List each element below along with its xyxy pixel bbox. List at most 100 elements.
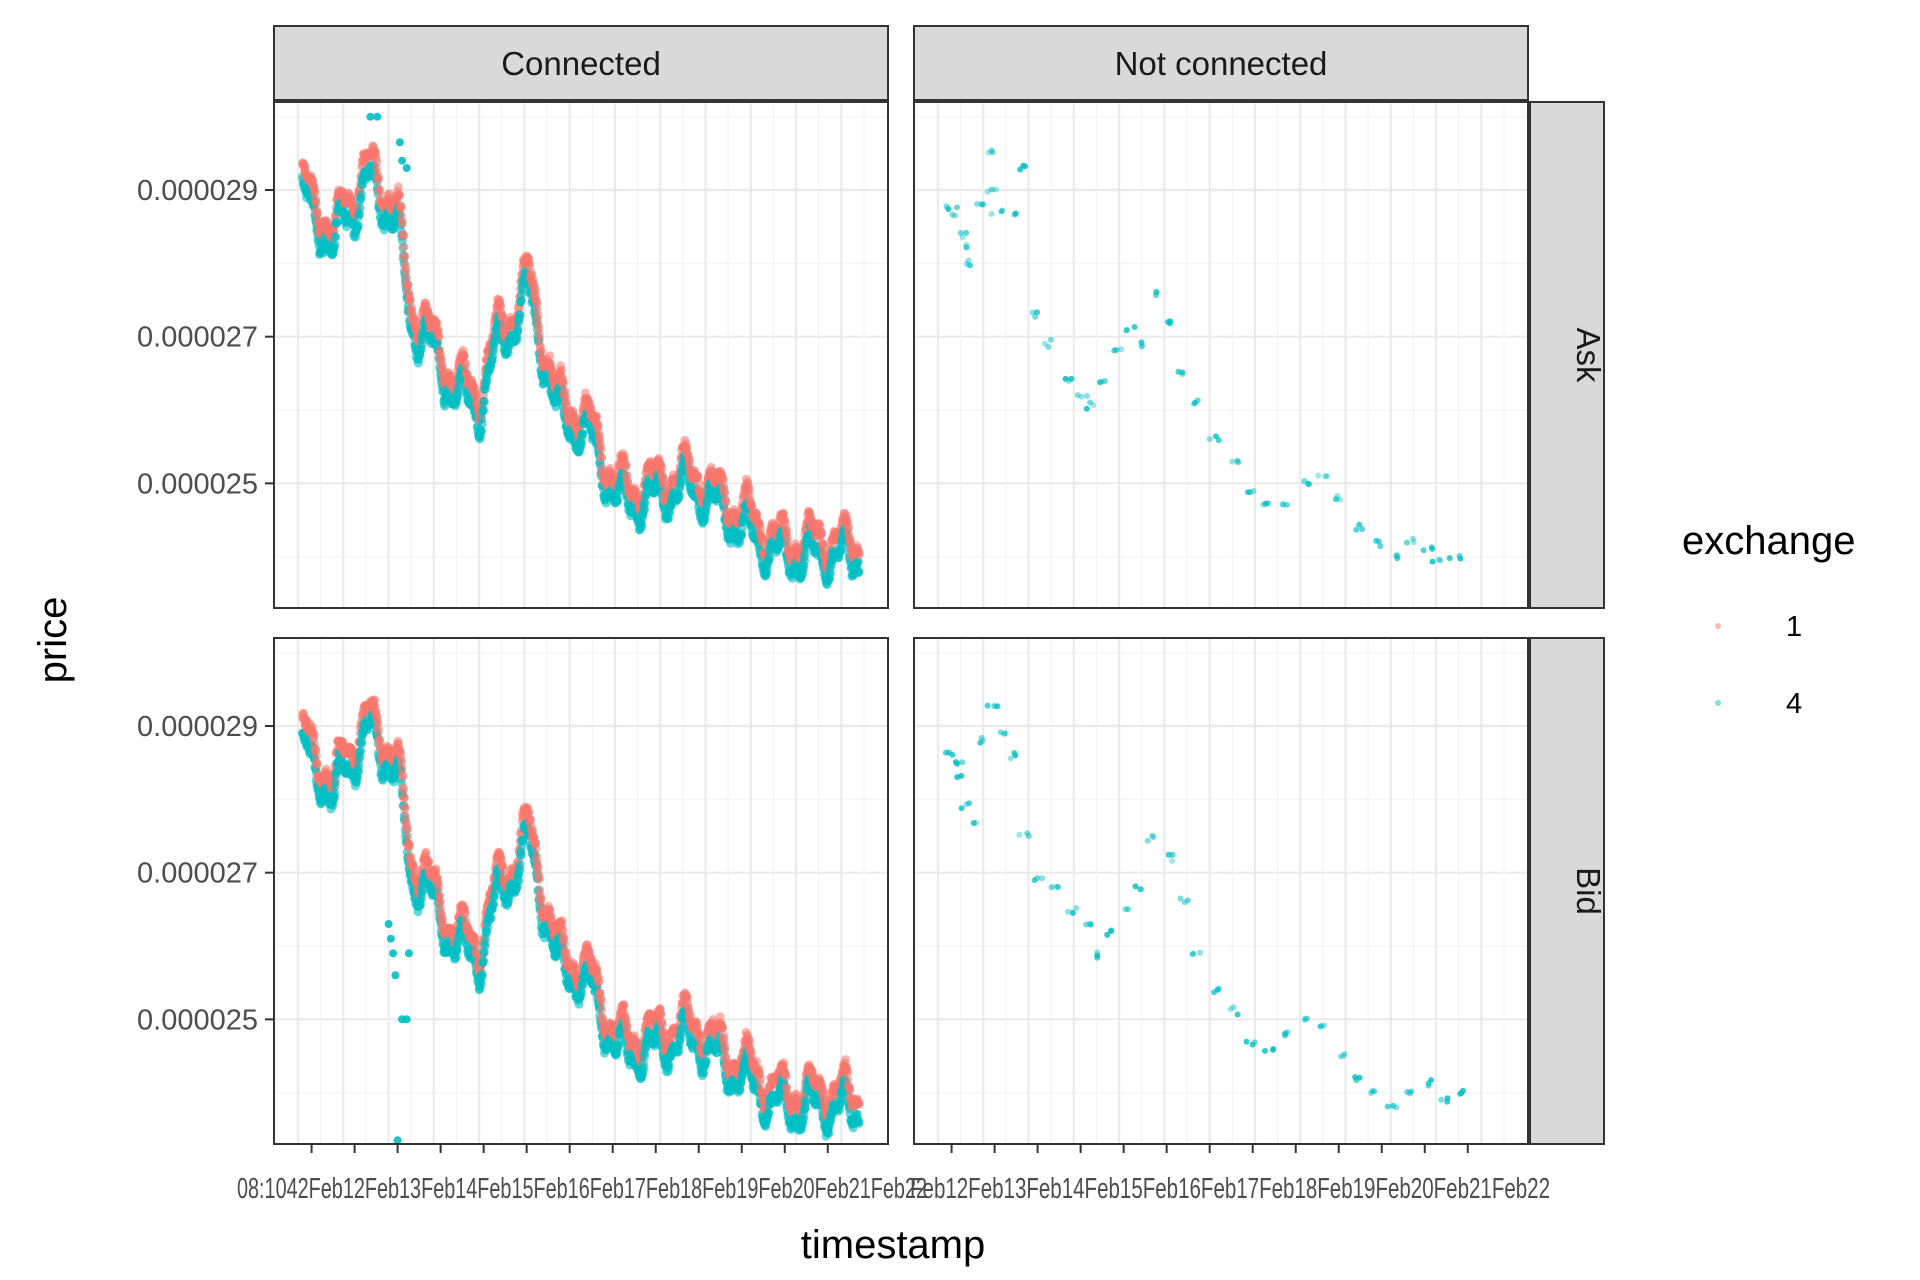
data-point bbox=[984, 188, 991, 195]
data-point bbox=[685, 1011, 695, 1021]
data-point bbox=[963, 244, 970, 251]
data-point bbox=[436, 354, 446, 364]
data-point bbox=[405, 295, 415, 305]
data-point bbox=[461, 359, 471, 369]
data-point bbox=[1179, 371, 1186, 378]
panel-background bbox=[914, 102, 1528, 608]
panel-border bbox=[913, 101, 1529, 609]
data-point bbox=[530, 284, 540, 294]
data-point bbox=[399, 242, 409, 252]
data-point bbox=[479, 404, 488, 414]
data-point bbox=[637, 522, 647, 532]
data-point bbox=[1234, 457, 1241, 464]
data-point bbox=[1229, 458, 1236, 465]
data-point bbox=[545, 351, 555, 361]
data-point bbox=[370, 695, 380, 705]
data-point bbox=[399, 231, 409, 241]
data-point bbox=[640, 504, 650, 514]
data-point bbox=[945, 206, 952, 213]
data-point bbox=[992, 186, 999, 193]
data-point bbox=[434, 332, 444, 342]
data-point bbox=[398, 156, 407, 165]
data-point bbox=[1101, 378, 1108, 384]
data-point bbox=[596, 998, 606, 1008]
data-point bbox=[557, 916, 567, 926]
data-point bbox=[1032, 313, 1039, 320]
data-point bbox=[988, 186, 995, 193]
data-point bbox=[1074, 392, 1081, 399]
data-point bbox=[459, 350, 469, 360]
data-point bbox=[525, 259, 535, 269]
data-point bbox=[978, 201, 985, 208]
data-point bbox=[435, 896, 445, 906]
panel-border bbox=[273, 101, 889, 609]
data-point bbox=[559, 939, 569, 949]
data-point bbox=[357, 738, 367, 748]
data-point bbox=[512, 334, 522, 344]
data-point bbox=[1404, 539, 1410, 546]
data-point bbox=[721, 496, 731, 506]
data-point bbox=[417, 886, 427, 896]
data-point bbox=[1139, 342, 1146, 349]
data-point bbox=[496, 301, 506, 311]
data-point bbox=[438, 914, 448, 924]
data-point bbox=[762, 565, 772, 575]
data-point bbox=[311, 751, 321, 761]
data-point bbox=[533, 310, 543, 320]
data-point bbox=[952, 212, 959, 219]
data-point bbox=[477, 426, 486, 436]
data-point bbox=[1410, 539, 1417, 545]
data-point bbox=[471, 938, 481, 948]
data-point bbox=[332, 217, 342, 227]
data-point bbox=[817, 527, 827, 537]
data-point bbox=[533, 862, 543, 872]
panel-connected-ask bbox=[265, 101, 889, 609]
data-point bbox=[613, 494, 623, 504]
data-point bbox=[998, 208, 1005, 215]
data-point bbox=[988, 147, 995, 154]
data-point bbox=[515, 860, 525, 869]
data-point bbox=[963, 229, 970, 236]
data-point bbox=[640, 1051, 650, 1061]
data-point bbox=[1068, 375, 1075, 382]
data-point bbox=[963, 241, 970, 248]
data-point bbox=[783, 536, 792, 546]
data-point bbox=[853, 557, 863, 567]
data-point bbox=[480, 941, 490, 951]
data-point bbox=[479, 396, 489, 406]
data-point bbox=[674, 490, 684, 500]
data-point bbox=[312, 760, 322, 770]
data-point bbox=[395, 138, 404, 147]
data-point bbox=[331, 232, 340, 242]
data-point bbox=[1446, 555, 1453, 562]
data-point bbox=[1166, 320, 1173, 327]
data-point bbox=[400, 802, 410, 812]
data-point bbox=[309, 730, 319, 739]
data-point bbox=[1083, 393, 1090, 399]
data-point bbox=[965, 257, 972, 264]
data-point bbox=[516, 849, 526, 859]
data-point bbox=[311, 198, 321, 208]
data-point bbox=[400, 251, 410, 261]
data-point bbox=[1131, 324, 1138, 330]
data-point bbox=[1118, 346, 1125, 353]
data-point bbox=[395, 190, 405, 200]
data-point bbox=[402, 824, 412, 834]
data-point bbox=[1410, 535, 1416, 542]
data-point bbox=[800, 556, 810, 566]
data-point bbox=[656, 1009, 666, 1019]
data-point bbox=[664, 1060, 674, 1070]
data-point bbox=[1353, 526, 1360, 533]
data-point bbox=[479, 956, 488, 966]
data-point bbox=[974, 200, 981, 207]
data-point bbox=[453, 391, 463, 401]
data-point bbox=[373, 112, 382, 121]
data-point bbox=[402, 164, 411, 172]
data-point bbox=[486, 913, 496, 923]
data-point bbox=[1011, 211, 1018, 218]
data-point bbox=[576, 988, 586, 998]
data-point bbox=[355, 203, 365, 213]
data-point bbox=[399, 792, 409, 802]
data-point bbox=[536, 346, 546, 356]
